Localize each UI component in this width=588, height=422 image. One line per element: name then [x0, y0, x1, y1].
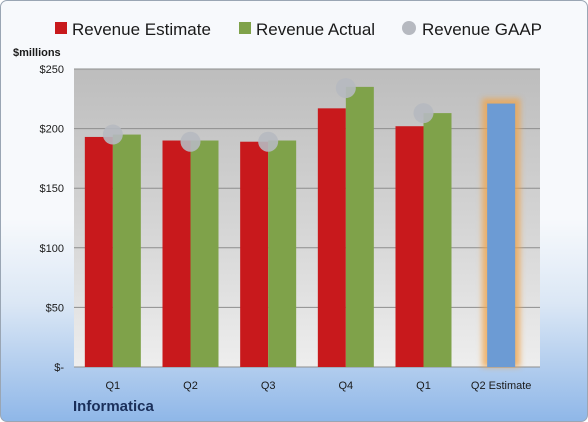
x-tick-label: Q3 [261, 380, 276, 392]
grid-lines [74, 68, 540, 368]
bar-revenue-actual [268, 140, 297, 367]
bar-revenue-estimate [317, 108, 346, 367]
y-axis-ticks: $250 $200 $150 $100 $50 $- [40, 64, 65, 374]
marker-revenue-gaap [180, 131, 201, 152]
legend-swatch-estimate [55, 22, 67, 34]
bar-revenue-actual [112, 134, 141, 367]
y-tick-label: $- [54, 362, 64, 374]
legend-label-actual: Revenue Actual [256, 20, 375, 39]
y-tick-label: $50 [46, 302, 64, 314]
bar-revenue-actual [345, 86, 374, 367]
bar-revenue-actual [423, 113, 452, 367]
bars [84, 86, 521, 368]
x-tick-label: Q4 [338, 380, 353, 392]
plot-area [74, 69, 540, 367]
bar-revenue-estimate [162, 140, 191, 367]
bar-revenue-estimate [84, 136, 113, 367]
y-tick-label: $100 [40, 243, 64, 255]
y-axis-unit-label: $millions [13, 47, 61, 59]
y-tick-label: $200 [40, 124, 64, 136]
legend-swatch-actual [239, 22, 251, 34]
gaap-markers [102, 78, 434, 152]
y-tick-label: $250 [40, 64, 64, 76]
bar-revenue-actual [190, 140, 219, 367]
marker-revenue-gaap [335, 78, 356, 99]
bar-q2-estimate [487, 103, 516, 368]
marker-revenue-gaap [258, 131, 279, 152]
legend-label-gaap: Revenue GAAP [422, 20, 542, 39]
legend-label-estimate: Revenue Estimate [72, 20, 211, 39]
x-tick-label: Q1 [416, 380, 431, 392]
y-tick-label: $150 [40, 183, 64, 195]
x-tick-label: Q2 Estimate [471, 380, 532, 392]
x-tick-label: Q2 [183, 380, 198, 392]
bar-revenue-estimate [240, 141, 269, 367]
legend-marker-gaap [402, 21, 416, 35]
company-name: Informatica [73, 398, 154, 415]
marker-revenue-gaap [102, 124, 123, 145]
x-axis-ticks: Q1 Q2 Q3 Q4 Q1 Q2 Estimate [105, 380, 531, 392]
marker-revenue-gaap [413, 103, 434, 124]
bar-revenue-estimate [395, 126, 424, 367]
x-tick-label: Q1 [105, 380, 120, 392]
legend: Revenue Estimate Revenue Actual Revenue … [55, 20, 542, 39]
